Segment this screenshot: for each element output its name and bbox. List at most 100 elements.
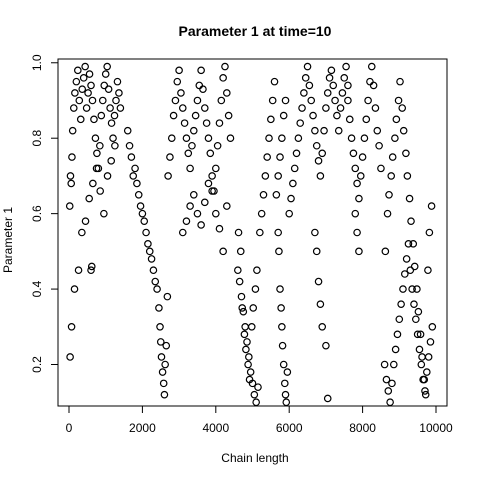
x-tick-label: 2000 xyxy=(129,421,156,435)
data-point xyxy=(347,134,356,143)
data-point xyxy=(250,390,259,399)
data-point xyxy=(344,81,352,90)
data-point xyxy=(184,149,193,158)
data-point xyxy=(193,96,202,105)
data-point xyxy=(67,179,76,188)
data-point xyxy=(246,368,255,376)
data-point xyxy=(98,96,107,105)
data-point xyxy=(314,277,323,286)
data-point xyxy=(285,209,293,218)
data-point xyxy=(301,74,310,82)
data-point xyxy=(96,141,104,150)
data-point xyxy=(383,209,392,218)
data-point xyxy=(414,307,423,316)
data-point xyxy=(66,172,75,180)
data-point xyxy=(276,285,284,293)
data-point xyxy=(402,149,410,158)
data-point xyxy=(277,304,285,312)
data-point xyxy=(103,62,111,71)
data-point xyxy=(253,266,261,275)
data-point xyxy=(160,390,169,399)
data-point xyxy=(180,119,189,127)
data-point xyxy=(68,126,77,135)
data-point xyxy=(367,62,376,71)
data-point xyxy=(71,89,79,97)
data-point xyxy=(298,104,306,112)
data-point xyxy=(142,228,150,237)
data-point xyxy=(349,149,358,158)
data-point xyxy=(186,202,194,210)
data-point xyxy=(402,255,411,263)
data-point xyxy=(345,115,354,124)
data-point xyxy=(169,111,178,120)
data-point xyxy=(399,285,407,293)
data-point xyxy=(377,164,385,173)
data-point xyxy=(87,266,95,275)
data-point xyxy=(257,209,266,218)
data-point xyxy=(409,240,418,248)
data-point xyxy=(177,89,185,97)
data-point xyxy=(278,322,286,331)
data-point xyxy=(355,247,363,256)
data-point xyxy=(385,190,393,199)
data-point xyxy=(384,387,393,395)
data-point xyxy=(391,134,399,143)
data-point xyxy=(140,217,149,225)
data-point xyxy=(425,228,434,237)
data-point xyxy=(369,81,378,90)
data-point xyxy=(428,322,437,331)
data-point xyxy=(325,74,334,82)
data-point xyxy=(167,134,176,143)
data-point xyxy=(200,198,209,207)
data-point xyxy=(290,164,299,173)
data-point xyxy=(415,345,424,354)
data-point xyxy=(149,266,158,275)
chart-title: Parameter 1 at time=10 xyxy=(179,23,332,39)
data-point xyxy=(267,115,275,124)
data-point xyxy=(197,221,205,229)
data-point xyxy=(351,209,360,218)
data-point xyxy=(360,134,369,143)
data-point xyxy=(316,172,325,180)
data-point xyxy=(398,104,407,112)
data-point xyxy=(426,338,435,346)
data-point xyxy=(158,368,167,376)
data-point xyxy=(275,247,283,256)
data-point xyxy=(103,172,112,180)
data-point xyxy=(272,190,281,199)
data-point xyxy=(318,322,327,331)
data-point xyxy=(104,85,113,93)
data-point xyxy=(323,394,332,403)
data-point xyxy=(215,224,224,233)
data-point xyxy=(245,353,253,361)
data-point xyxy=(237,292,246,301)
y-tick-label: 0.6 xyxy=(30,205,44,222)
data-point xyxy=(84,89,92,97)
data-point xyxy=(88,96,97,105)
data-point xyxy=(386,398,394,407)
data-point xyxy=(331,96,339,105)
data-point xyxy=(221,62,229,71)
data-point xyxy=(213,141,222,150)
data-point xyxy=(296,119,305,127)
data-point xyxy=(147,255,156,263)
data-point xyxy=(249,304,258,312)
data-point xyxy=(134,190,143,199)
data-point xyxy=(107,157,116,165)
data-point xyxy=(93,149,101,158)
data-point xyxy=(74,266,83,275)
data-point xyxy=(197,66,205,75)
data-point xyxy=(396,77,404,86)
data-point xyxy=(127,153,136,161)
data-point xyxy=(212,164,220,173)
y-axis-label: Parameter 1 xyxy=(1,207,15,273)
data-point xyxy=(97,111,106,120)
data-point xyxy=(204,179,213,188)
data-point xyxy=(199,85,207,93)
data-point xyxy=(66,353,74,361)
data-point xyxy=(394,96,403,105)
data-point xyxy=(408,285,416,293)
data-point xyxy=(87,81,95,90)
data-point xyxy=(413,285,421,293)
data-point xyxy=(116,104,125,112)
